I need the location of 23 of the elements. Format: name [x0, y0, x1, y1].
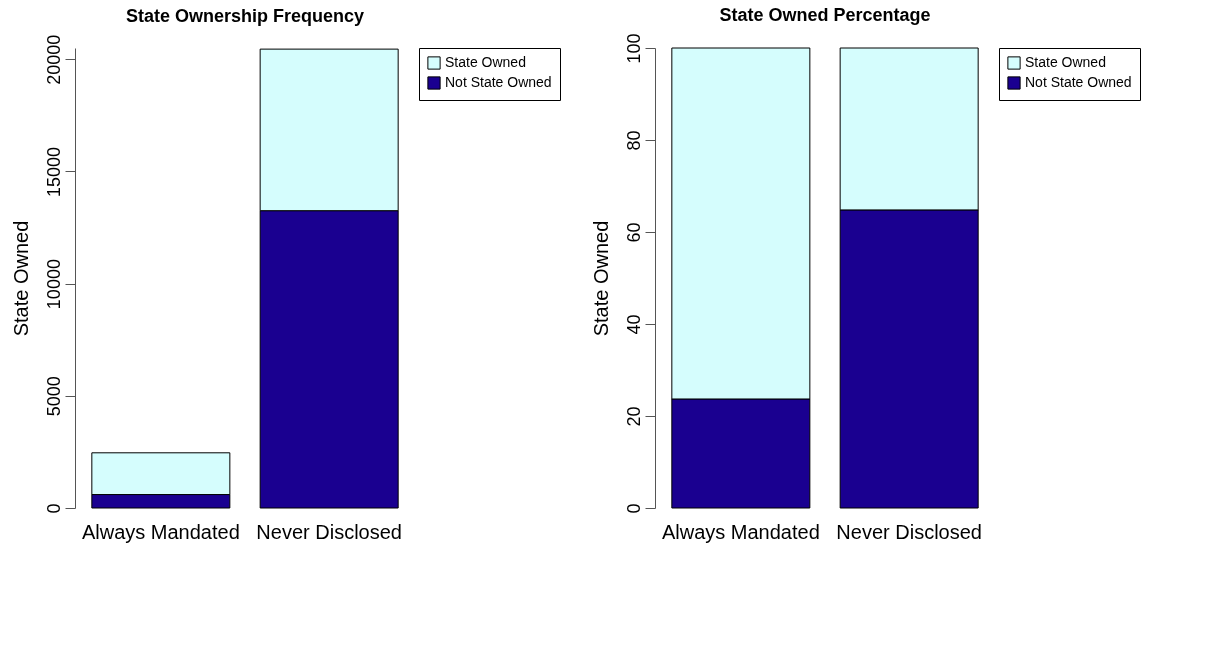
- y-tick-label: 40: [623, 314, 644, 335]
- legend-label: State Owned: [1025, 54, 1106, 70]
- x-tick-label: Never Disclosed: [836, 520, 982, 543]
- chart-title: State Ownership Frequency: [125, 6, 365, 27]
- y-tick-label: 20: [623, 406, 644, 427]
- y-axis-title: State Owned: [9, 220, 32, 337]
- x-tick-label: Never Disclosed: [256, 520, 402, 543]
- y-tick-label: 15000: [43, 146, 64, 197]
- y-tick-label: 10000: [43, 259, 64, 310]
- y-tick-label: 0: [623, 503, 644, 514]
- y-tick-label: 0: [43, 503, 64, 514]
- y-tick-label: 100: [623, 33, 644, 64]
- y-tick-label: 20000: [43, 34, 64, 85]
- chart-title: State Owned Percentage: [719, 4, 931, 25]
- y-tick-label: 80: [623, 130, 644, 151]
- legend-label: Not State Owned: [1025, 74, 1132, 90]
- legend-label: State Owned: [445, 54, 526, 70]
- legend-label: Not State Owned: [445, 74, 552, 90]
- x-tick-label: Always Mandated: [661, 520, 820, 543]
- y-tick-label: 60: [623, 222, 644, 243]
- y-axis-title: State Owned: [589, 220, 612, 337]
- y-tick-label: 5000: [43, 376, 64, 417]
- x-tick-label: Always Mandated: [81, 520, 240, 543]
